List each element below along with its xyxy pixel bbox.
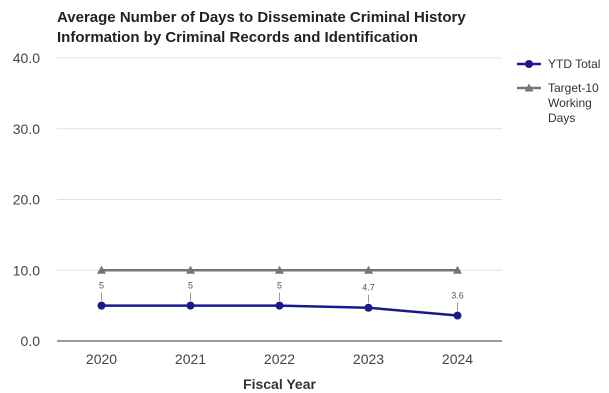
x-tick-label: 2022 bbox=[264, 351, 295, 367]
x-tick-label: 2023 bbox=[353, 351, 384, 367]
legend-item: YTD Total bbox=[517, 57, 600, 71]
legend-marker bbox=[525, 60, 533, 68]
series-layer: 5 5 5 4.7 3.6 bbox=[97, 265, 464, 320]
legend-label: Target-10 Working Days bbox=[548, 81, 599, 125]
x-axis-title: Fiscal Year bbox=[243, 376, 316, 392]
chart-title: Average Number of Days to Disseminate Cr… bbox=[57, 9, 466, 46]
data-label: 4.7 bbox=[362, 283, 375, 293]
y-tick-label: 0.0 bbox=[21, 333, 41, 349]
data-label: 5 bbox=[99, 281, 104, 291]
x-tick-label: 2024 bbox=[442, 351, 473, 367]
x-tick-label: 2020 bbox=[86, 351, 117, 367]
data-point bbox=[364, 265, 373, 274]
data-label: 5 bbox=[277, 281, 282, 291]
data-point bbox=[186, 301, 195, 310]
data-point bbox=[275, 301, 284, 310]
legend-item: Target-10 Working Days bbox=[517, 81, 599, 125]
legend-marker bbox=[524, 83, 534, 92]
data-label: 3.6 bbox=[451, 291, 464, 301]
data-point bbox=[453, 265, 462, 274]
data-point bbox=[364, 303, 373, 312]
y-tick-label: 30.0 bbox=[13, 121, 40, 137]
x-tick-label: 2021 bbox=[175, 351, 206, 367]
legend-label: YTD Total bbox=[548, 57, 600, 71]
y-tick-label: 10.0 bbox=[13, 262, 40, 278]
y-tick-label: 20.0 bbox=[13, 192, 40, 208]
x-axis-ticks: 2020 2021 2022 2023 2024 bbox=[86, 351, 473, 367]
data-point bbox=[97, 301, 106, 310]
data-label: 5 bbox=[188, 281, 193, 291]
data-point bbox=[186, 265, 195, 274]
data-point bbox=[453, 311, 462, 320]
series-target bbox=[97, 265, 462, 274]
data-point bbox=[275, 265, 284, 274]
series-ytd-total: 5 5 5 4.7 3.6 bbox=[97, 281, 464, 320]
y-tick-label: 40.0 bbox=[13, 50, 40, 66]
legend: YTD Total Target-10 Working Days bbox=[517, 57, 600, 125]
y-axis-ticks: 0.0 10.0 20.0 30.0 40.0 bbox=[13, 50, 40, 349]
data-point bbox=[97, 265, 106, 274]
